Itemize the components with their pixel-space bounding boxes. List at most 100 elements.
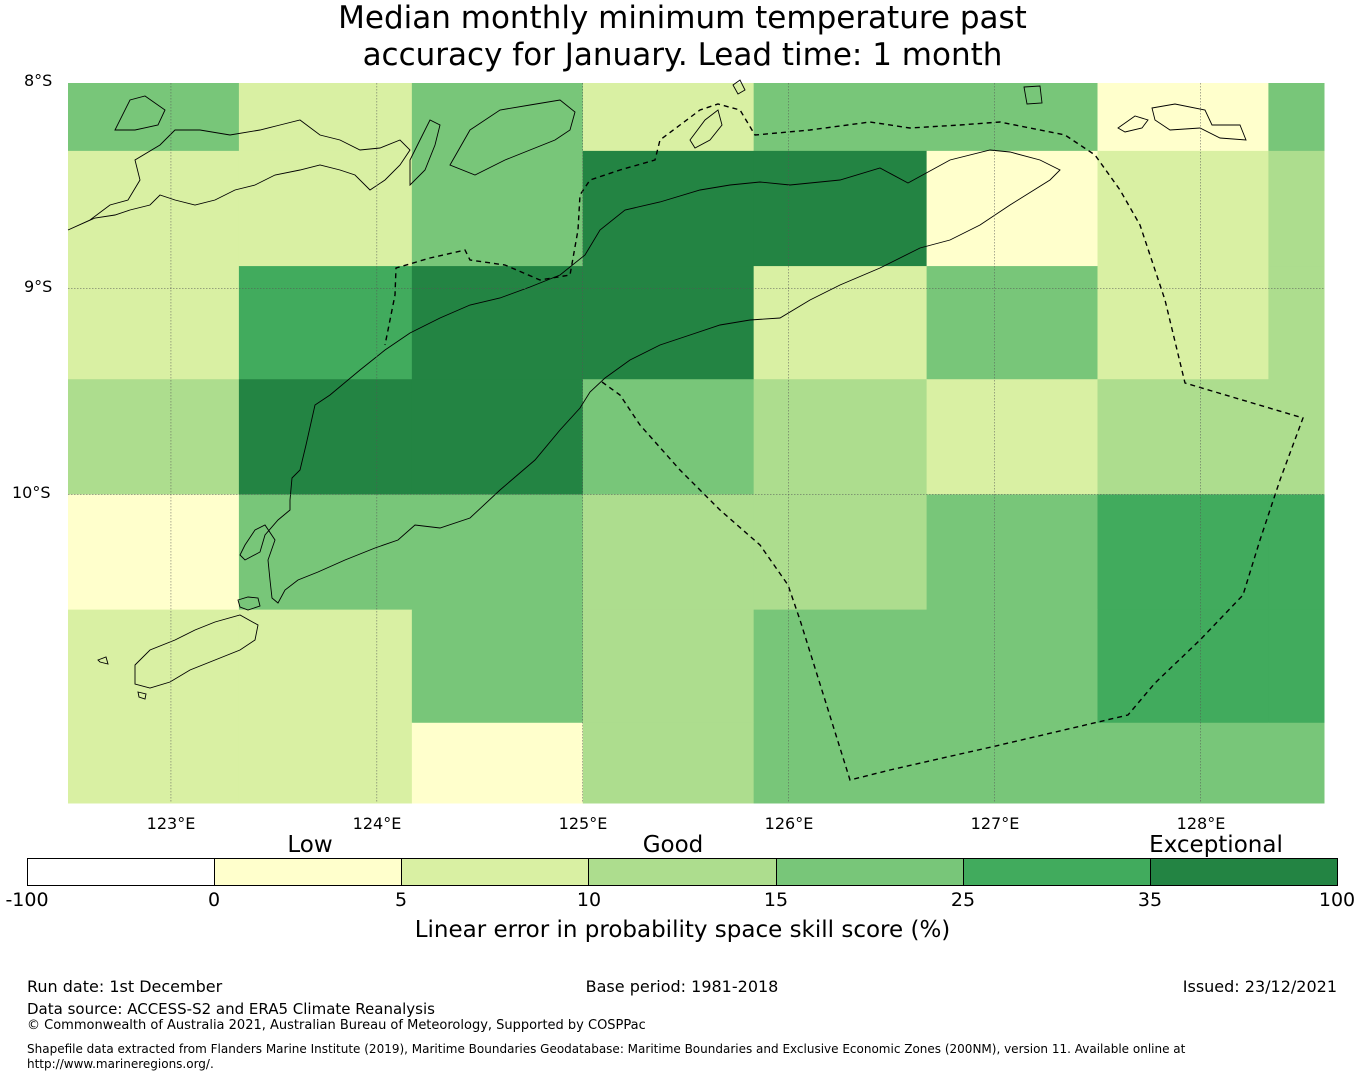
grid-cell — [1097, 83, 1269, 152]
grid-cell — [411, 722, 584, 804]
issued-date: Issued: 23/12/2021 — [1182, 977, 1337, 996]
colorbar-tick: 10 — [576, 889, 602, 911]
grid-cell — [582, 83, 755, 152]
colorbar-segment — [402, 859, 590, 885]
atauro-coastline — [689, 109, 723, 149]
grid-cell — [582, 379, 755, 495]
grid-cell — [926, 609, 1099, 724]
grid-cell — [238, 494, 413, 611]
grid-cell — [926, 83, 1099, 152]
colorbar-tick: 15 — [763, 889, 789, 911]
colorbar-tick: 5 — [394, 889, 408, 911]
category-exceptional: Exceptional — [1149, 832, 1283, 858]
semau-coastline — [237, 596, 261, 611]
shapefile-url: http://www.marineregions.org/. — [27, 1057, 214, 1071]
colorbar-tick: 0 — [207, 889, 221, 911]
wetar-coastline — [1023, 85, 1043, 105]
lon-label-128e: 128°E — [1176, 814, 1226, 833]
grid-cell — [753, 609, 928, 724]
eez-boundary — [384, 103, 1304, 781]
grid-cell — [238, 722, 413, 804]
grid-cell — [753, 379, 928, 495]
colorbar-segment — [776, 859, 964, 885]
grid-cell — [411, 379, 584, 495]
grid-cell — [1268, 722, 1325, 804]
grid-cell — [753, 494, 928, 611]
colorbar-segment — [963, 859, 1151, 885]
lon-label-125e: 125°E — [558, 814, 608, 833]
north-islet-coastline — [732, 79, 746, 95]
grid-cell — [1097, 494, 1269, 611]
grid-cell — [582, 722, 755, 804]
flores-coastline — [67, 119, 411, 231]
colorbar-tick: 100 — [1318, 889, 1356, 911]
grid-cell — [582, 494, 755, 611]
shapefile-credit: Shapefile data extracted from Flanders M… — [27, 1042, 1186, 1056]
colorbar-label: Linear error in probability space skill … — [414, 917, 951, 943]
grid-cell — [68, 722, 240, 804]
coastlines — [67, 79, 1247, 700]
colorbar-tick: -100 — [5, 889, 49, 911]
category-low: Low — [287, 832, 333, 858]
colorbar-segment — [589, 859, 777, 885]
grid-cell — [411, 150, 584, 267]
lon-label-124e: 124°E — [352, 814, 402, 833]
lon-label-127e: 127°E — [970, 814, 1020, 833]
skill-grid — [68, 83, 1325, 804]
grid-cell — [1097, 379, 1269, 495]
grid-cell — [68, 150, 240, 267]
grid-cell — [1268, 150, 1325, 267]
grid-cell — [1268, 494, 1325, 611]
grid-cell — [926, 379, 1099, 495]
lon-label-126e: 126°E — [764, 814, 814, 833]
flores-east-coastline — [114, 95, 166, 131]
grid-cell — [411, 266, 584, 380]
grid-cell — [926, 266, 1099, 380]
grid-cell — [238, 150, 413, 267]
chart-title: Median monthly minimum temperature past … — [0, 0, 1365, 74]
run-date: Run date: 1st December — [27, 977, 223, 996]
rote-coastline — [134, 614, 259, 689]
graticule — [68, 83, 1324, 803]
grid-cell — [926, 722, 1099, 804]
small-island-coastline — [137, 691, 147, 700]
colorbar-tick: 35 — [1137, 889, 1163, 911]
lat-label-8s: 8°S — [24, 71, 53, 90]
grid-cell — [68, 83, 240, 152]
grid-cell — [582, 609, 755, 724]
colorbar-segment — [1150, 859, 1337, 885]
grid-cell — [582, 266, 755, 380]
timor-coastline — [239, 149, 1061, 604]
grid-cell — [68, 609, 240, 724]
small-island-coastline — [97, 656, 109, 665]
copyright: © Commonwealth of Australia 2021, Austra… — [27, 1018, 646, 1033]
grid-cell — [753, 150, 928, 267]
grid-cell — [238, 266, 413, 380]
lat-label-10s: 10°S — [12, 483, 51, 502]
grid-cell — [1097, 266, 1269, 380]
grid-cell — [582, 150, 755, 267]
grid-cell — [753, 722, 928, 804]
timor-leste-eez-boundary — [384, 103, 1304, 781]
grid-cell — [238, 83, 413, 152]
colorbar-segment — [215, 859, 403, 885]
base-period: Base period: 1981-2018 — [585, 977, 779, 996]
grid-cell — [753, 83, 928, 152]
lat-label-9s: 9°S — [24, 277, 53, 296]
title-line-1: Median monthly minimum temperature past — [338, 0, 1027, 36]
grid-cell — [1268, 83, 1325, 152]
grid-cell — [238, 609, 413, 724]
kisar-coastline — [1117, 115, 1149, 133]
colorbar — [27, 858, 1338, 886]
colorbar-segment — [28, 859, 216, 885]
data-source: Data source: ACCESS-S2 and ERA5 Climate … — [27, 1000, 435, 1018]
leti-coastline — [1151, 103, 1247, 141]
grid-cell — [926, 494, 1099, 611]
grid-cell — [1097, 150, 1269, 267]
grid-cell — [1097, 609, 1269, 724]
grid-cell — [1268, 609, 1325, 724]
grid-cell — [411, 83, 584, 152]
grid-cell — [238, 379, 413, 495]
lon-label-123e: 123°E — [146, 814, 196, 833]
grid-cell — [753, 266, 928, 380]
